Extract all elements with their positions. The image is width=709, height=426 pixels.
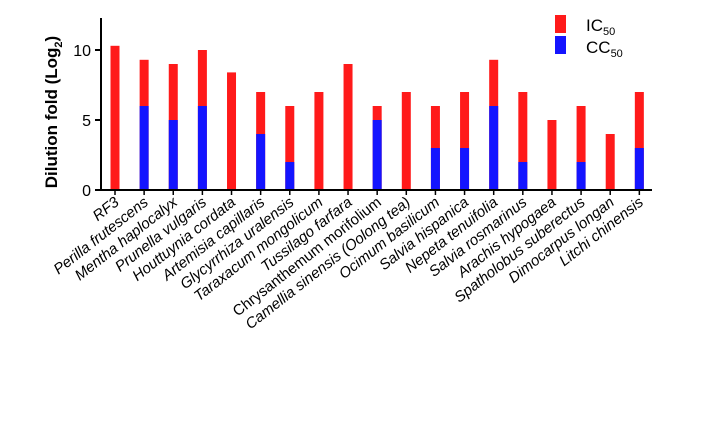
- y-tick-label-1: 5: [82, 113, 91, 130]
- legend-swatch-cc50: [555, 36, 566, 54]
- bar-cc50-16: [576, 162, 586, 190]
- bar-ic50-0: [110, 45, 120, 190]
- bar-cc50-12: [460, 148, 470, 190]
- bar-cc50-6: [285, 162, 295, 190]
- legend-label-cc50-sub: 50: [611, 48, 623, 60]
- legend-label-ic50-sub: 50: [603, 26, 615, 38]
- bar-ic50-6: [285, 106, 295, 190]
- bar-ic50-8: [343, 64, 353, 190]
- bars: [110, 45, 644, 190]
- svg-text:Dilution fold (Log2): Dilution fold (Log2): [42, 36, 65, 188]
- legend-label-cc50-main: CC: [586, 38, 611, 57]
- y-tick-label-2: 10: [73, 43, 91, 60]
- y-axis-title-main: Dilution fold (Log: [42, 48, 61, 189]
- legend-swatch-ic50: [555, 15, 566, 33]
- bar-cc50-18: [634, 148, 644, 190]
- bar-cc50-13: [489, 106, 499, 190]
- bar-cc50-2: [168, 120, 178, 190]
- bar-ic50-14: [518, 92, 528, 190]
- bar-ic50-12: [460, 92, 470, 190]
- bar-cc50-9: [372, 120, 382, 190]
- legend-label-ic50: IC50: [586, 16, 615, 38]
- bar-cc50-5: [256, 134, 266, 190]
- y-axis-title: Dilution fold (Log2): [42, 36, 65, 188]
- bar-ic50-18: [634, 92, 644, 190]
- y-ticks: 0 5 10: [73, 43, 101, 200]
- legend: IC50 CC50: [555, 15, 623, 60]
- bar-cc50-3: [197, 106, 207, 190]
- y-axis-title-sub: 2: [53, 41, 65, 47]
- y-tick-label-0: 0: [82, 183, 91, 200]
- bar-ic50-16: [576, 106, 586, 190]
- bar-ic50-7: [314, 92, 324, 190]
- legend-label-cc50: CC50: [586, 38, 623, 60]
- y-axis-title-end: ): [42, 36, 61, 42]
- bar-ic50-17: [605, 134, 615, 190]
- bar-cc50-11: [430, 148, 440, 190]
- legend-label-ic50-main: IC: [586, 16, 603, 35]
- bar-ic50-4: [227, 72, 237, 190]
- bar-cc50-1: [139, 106, 149, 190]
- bar-cc50-14: [518, 162, 528, 190]
- bar-ic50-10: [401, 92, 411, 190]
- bar-ic50-15: [547, 120, 557, 190]
